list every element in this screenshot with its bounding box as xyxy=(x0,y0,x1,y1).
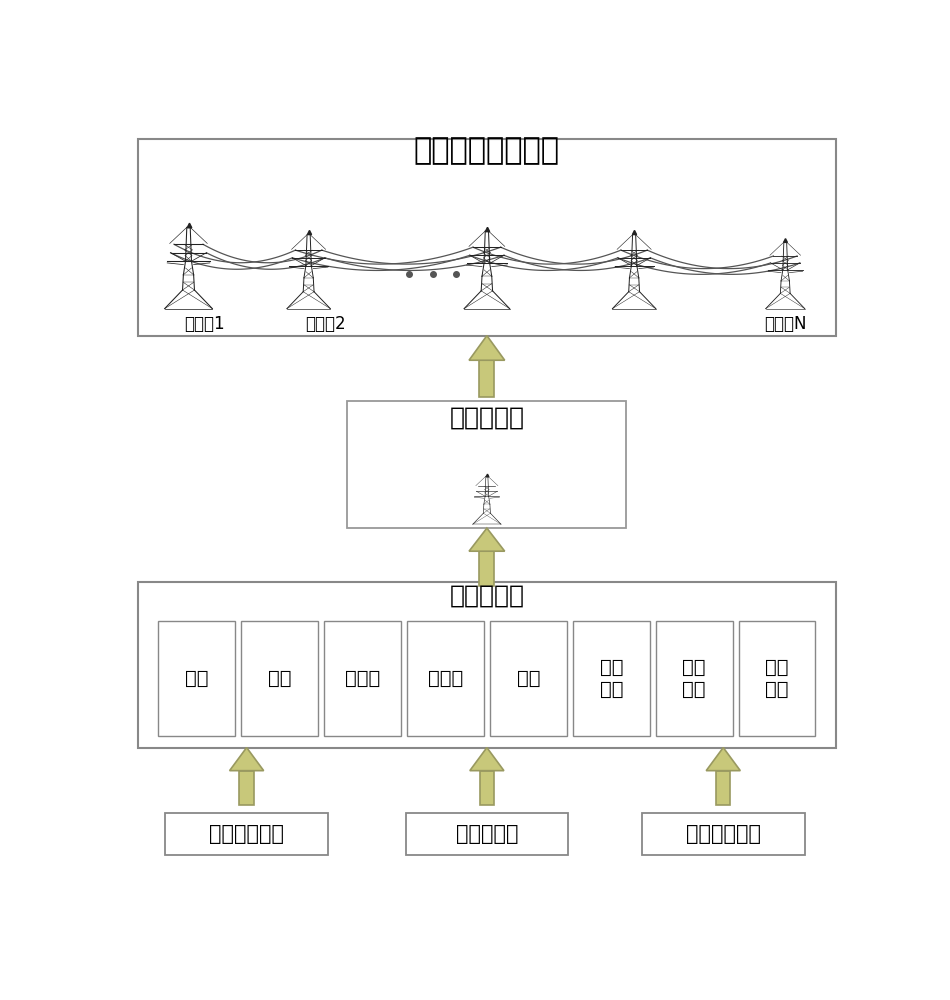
Text: 附属
设施: 附属 设施 xyxy=(682,658,706,699)
Bar xyxy=(642,813,805,855)
Text: 基础: 基础 xyxy=(185,669,208,688)
Text: 绝缘子: 绝缘子 xyxy=(428,669,463,688)
Polygon shape xyxy=(706,748,740,771)
Text: 设备评价时段: 设备评价时段 xyxy=(209,824,284,844)
Bar xyxy=(138,582,836,748)
Text: 接地
装置: 接地 装置 xyxy=(599,658,623,699)
Bar xyxy=(739,620,815,736)
Bar xyxy=(480,771,494,805)
Text: 导地线: 导地线 xyxy=(345,669,380,688)
Text: 金具: 金具 xyxy=(517,669,541,688)
Bar xyxy=(480,360,494,397)
Bar xyxy=(656,620,732,736)
Bar xyxy=(573,620,650,736)
Bar xyxy=(241,620,318,736)
Text: 塔位段1: 塔位段1 xyxy=(184,315,225,333)
Bar xyxy=(406,813,568,855)
Bar xyxy=(138,139,836,336)
Polygon shape xyxy=(470,748,504,771)
Bar xyxy=(159,620,235,736)
Polygon shape xyxy=(469,336,504,360)
Text: 塔位段评价: 塔位段评价 xyxy=(449,406,524,430)
Text: 分部件评价: 分部件评价 xyxy=(449,584,524,608)
Bar xyxy=(239,771,254,805)
Text: 通道
环境: 通道 环境 xyxy=(766,658,788,699)
Bar xyxy=(490,620,567,736)
Text: 各评价参量: 各评价参量 xyxy=(456,824,518,844)
Text: 杆塔: 杆塔 xyxy=(268,669,292,688)
Bar xyxy=(324,620,401,736)
Bar xyxy=(480,551,494,586)
Bar xyxy=(716,771,731,805)
Polygon shape xyxy=(469,528,504,551)
Bar xyxy=(348,401,626,528)
Text: 塔位段2: 塔位段2 xyxy=(305,315,346,333)
Text: 塔位段N: 塔位段N xyxy=(764,315,807,333)
Bar xyxy=(165,813,328,855)
Bar xyxy=(407,620,484,736)
Polygon shape xyxy=(230,748,264,771)
Text: 输电线路整体评价: 输电线路整体评价 xyxy=(414,136,560,165)
Text: 设备空间位置: 设备空间位置 xyxy=(686,824,761,844)
